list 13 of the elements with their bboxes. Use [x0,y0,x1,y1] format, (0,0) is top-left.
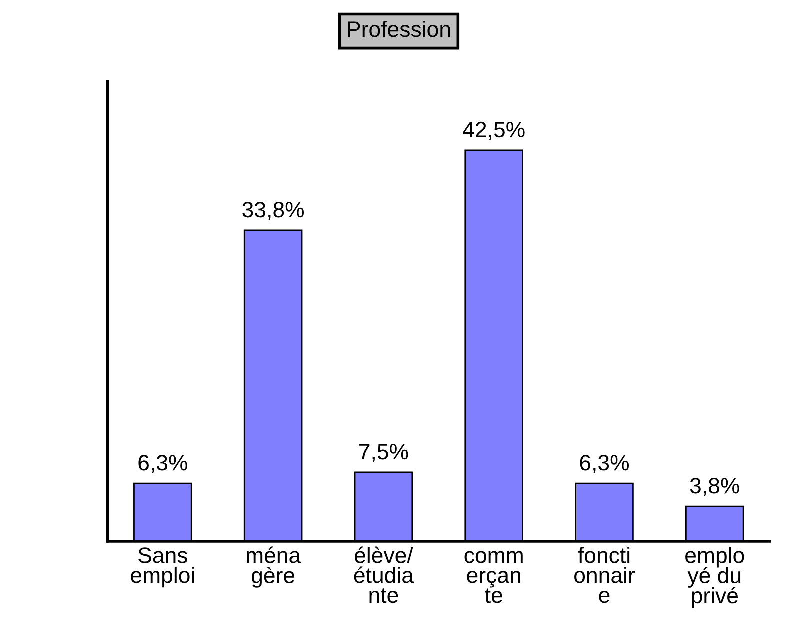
x-tick-label: emplo yé du privé [686,547,744,608]
chart-title: Profession [348,20,450,38]
x-tick-label: ména gère [247,546,302,588]
data-label: 3,8% [690,478,740,496]
data-label: 6,3% [580,455,630,474]
data-label: 7,5% [360,444,408,462]
x-tick-label: Sans emploi [131,548,194,588]
data-label: 33,8% [242,202,304,220]
x-tick-label: comm erçan te [464,551,523,604]
data-label: 42,5% [463,122,525,140]
x-tick-label: élève/ étudia nte [354,546,414,604]
x-tick-label: foncti onnair e [574,547,636,604]
data-label: 6,3% [138,455,188,474]
